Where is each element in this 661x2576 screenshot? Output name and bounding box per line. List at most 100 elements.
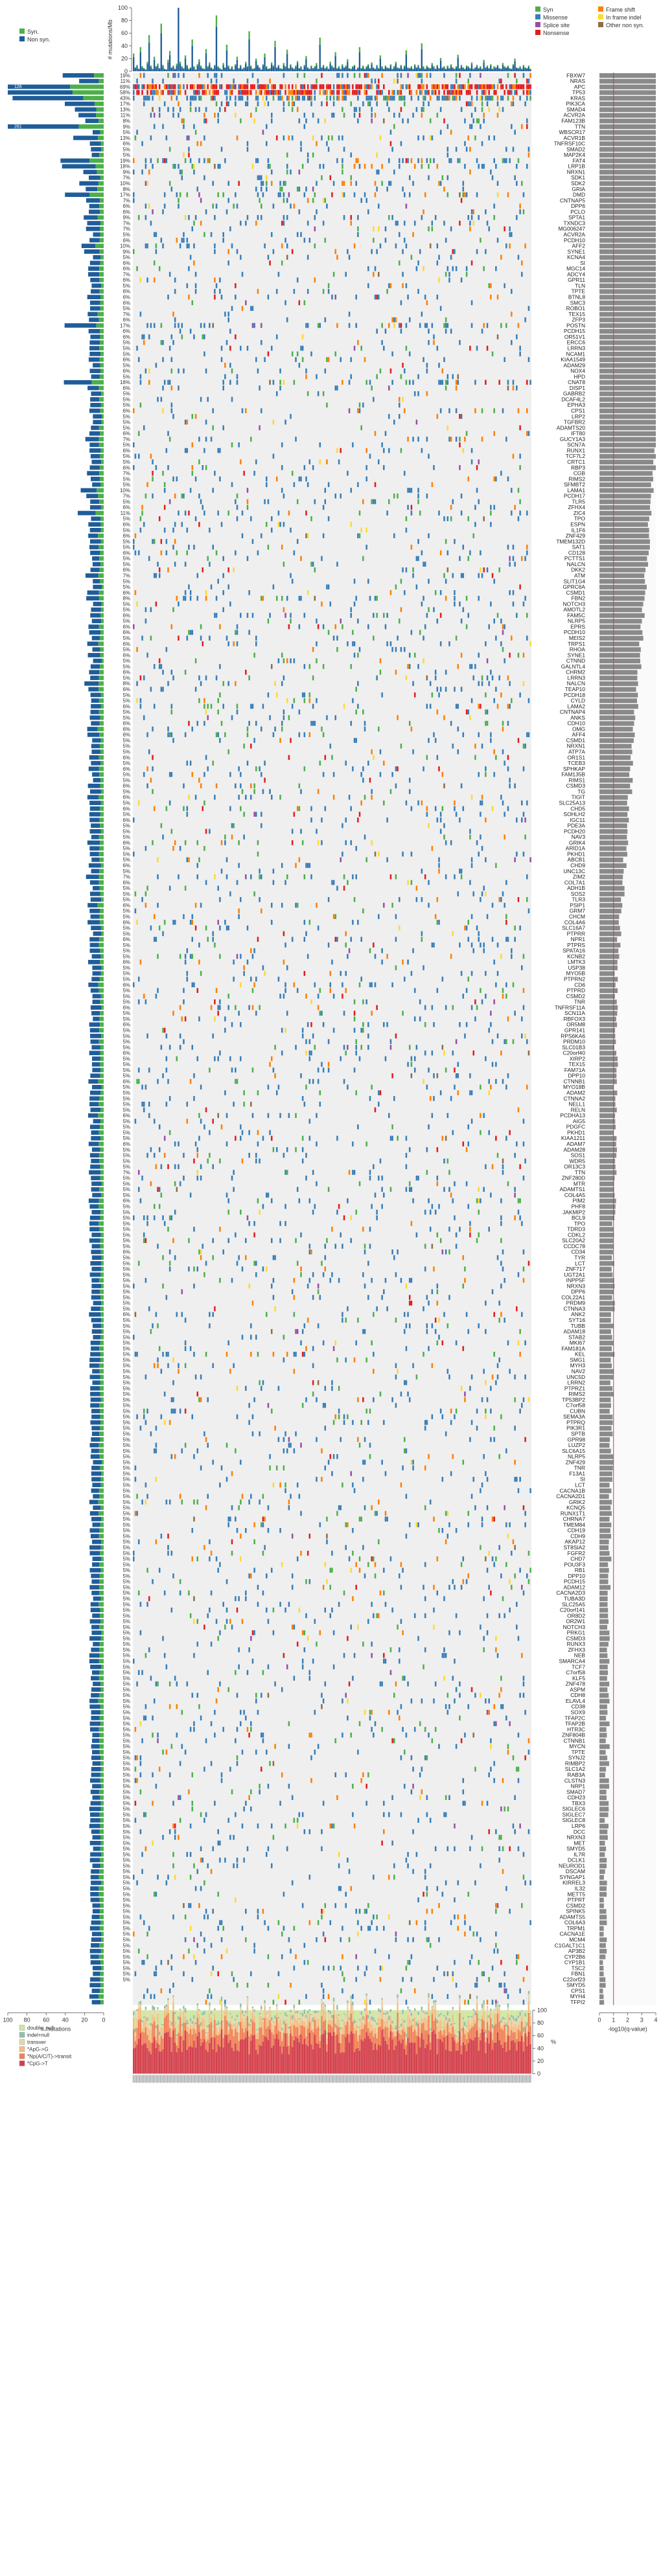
- mutation-cell: [336, 635, 338, 641]
- mutation-cell: [185, 158, 187, 163]
- mutation-cell: [437, 84, 439, 89]
- rate-bar-syn: [181, 66, 183, 67]
- mutation-cell: [447, 426, 449, 431]
- mutation-cell: [283, 380, 285, 385]
- mutation-cell: [279, 385, 281, 391]
- mutation-cell: [192, 442, 194, 448]
- mutation-cell: [146, 482, 148, 487]
- mutation-cell: [300, 141, 302, 146]
- mutation-cell: [450, 90, 452, 95]
- mutation-cell: [162, 1835, 164, 1840]
- rate-bar-nonsyn: [454, 69, 455, 71]
- mutation-cell: [193, 164, 195, 169]
- mutation-cell: [242, 84, 244, 89]
- mutation-cell: [497, 1034, 499, 1039]
- mutation-cell: [488, 107, 490, 112]
- rate-bar-nonsyn: [198, 62, 200, 71]
- mutation-cell: [224, 840, 226, 845]
- mutation-cell: [264, 101, 266, 106]
- mutation-cell: [161, 687, 163, 692]
- mutation-cell: [250, 744, 252, 749]
- mutation-cell: [295, 96, 297, 101]
- mutation-cell: [325, 1266, 327, 1271]
- mutation-cell: [178, 1164, 180, 1169]
- mutation-cell: [302, 1136, 304, 1141]
- mutation-cell: [414, 1067, 416, 1073]
- mutation-cell: [469, 84, 471, 89]
- mutation-cell: [268, 352, 270, 357]
- mutation-cell: [319, 442, 321, 448]
- mutation-cell: [463, 448, 465, 453]
- mutation-cell: [471, 209, 473, 214]
- mutation-cell: [357, 119, 359, 124]
- mutation-cell: [136, 1494, 138, 1499]
- mutation-cell: [148, 1067, 150, 1073]
- mutation-cell: [304, 664, 306, 669]
- mutation-cell: [273, 733, 275, 738]
- mutation-cell: [172, 73, 174, 78]
- mutation-cell: [349, 1681, 351, 1687]
- mutation-cell: [247, 733, 249, 738]
- mutation-cell: [150, 1181, 152, 1187]
- mutation-cell: [197, 1693, 199, 1698]
- mutation-cell: [164, 192, 166, 198]
- mutation-cell: [193, 1516, 195, 1522]
- mutation-cell: [212, 1846, 214, 1851]
- mutation-cell: [214, 215, 216, 220]
- mutation-cell: [281, 721, 283, 726]
- mutation-cell: [445, 238, 447, 243]
- rate-bar-syn: [207, 66, 208, 67]
- mutation-cell: [414, 1016, 416, 1021]
- mutation-cell: [432, 1113, 434, 1118]
- mutation-cell: [159, 664, 161, 669]
- mutation-cell: [211, 1721, 213, 1726]
- mutation-cell: [159, 1767, 161, 1772]
- mutation-cell: [400, 73, 402, 78]
- mutation-cell: [226, 1442, 228, 1448]
- mutation-cell: [197, 573, 199, 578]
- mutation-cell: [319, 1010, 321, 1016]
- mutation-cell: [423, 357, 424, 362]
- mutation-cell: [464, 1391, 466, 1396]
- mutation-cell: [211, 96, 213, 101]
- mutation-cell: [326, 203, 328, 209]
- mutation-cell: [214, 164, 216, 169]
- mutation-cell: [421, 801, 423, 806]
- mutation-cell: [198, 192, 200, 198]
- mutation-cell: [193, 1499, 195, 1505]
- mutation-cell: [257, 215, 259, 220]
- mutation-cell: [233, 203, 235, 209]
- mutation-cell: [364, 164, 366, 169]
- mutation-cell: [343, 1215, 345, 1220]
- mutation-cell: [450, 840, 452, 845]
- mutation-cell: [307, 1284, 309, 1289]
- rate-bar-nonsyn: [221, 70, 222, 71]
- mutation-cell: [519, 584, 521, 589]
- mutation-cell: [497, 334, 499, 339]
- rate-bar-syn: [316, 63, 317, 65]
- mutation-cell: [297, 232, 299, 237]
- mutation-cell: [459, 1022, 461, 1027]
- mutation-cell: [359, 533, 361, 538]
- mutation-cell: [156, 937, 157, 942]
- mutation-cell: [269, 164, 271, 169]
- mutation-cell: [288, 1437, 290, 1442]
- mutation-cell: [312, 721, 314, 726]
- mutation-cell: [162, 408, 164, 413]
- mutation-cell: [485, 84, 487, 89]
- mutation-cell: [286, 164, 288, 169]
- mutation-cell: [140, 403, 142, 408]
- mutation-cell: [456, 78, 458, 84]
- mutation-cell: [423, 266, 424, 271]
- mutation-cell: [469, 1437, 471, 1442]
- mutation-cell: [247, 1846, 249, 1851]
- mutation-cell: [207, 1159, 209, 1164]
- mutation-cell: [395, 783, 397, 788]
- mutation-cell: [321, 1846, 323, 1851]
- mutation-cell: [316, 1397, 318, 1402]
- mutation-cell: [325, 488, 327, 493]
- mutation-cell: [328, 1062, 330, 1067]
- rate-bar-nonsyn: [276, 68, 277, 71]
- mutation-cell: [271, 920, 273, 925]
- mutation-cell: [216, 84, 218, 89]
